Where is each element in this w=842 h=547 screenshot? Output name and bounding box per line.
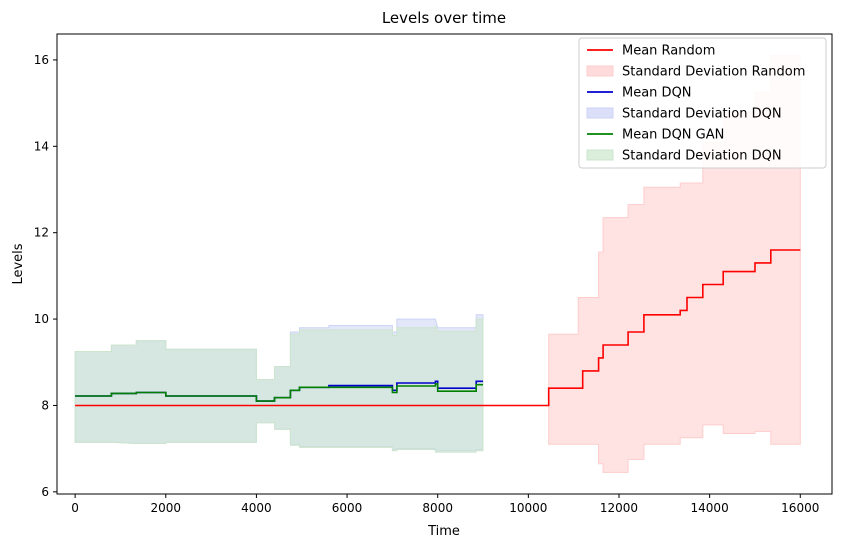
y-tick-label: 6 (41, 485, 49, 499)
x-axis-label: Time (427, 524, 460, 539)
plot-frame (56, 33, 833, 495)
legend-items: Mean Random Standard Deviation Random Mean… (586, 44, 805, 164)
legend-swatch-standard-deviation-random (586, 65, 614, 77)
legend-label-standard-deviation-dqn: Standard Deviation DQN (622, 107, 782, 122)
legend-label-mean-dqn: Mean DQN (622, 86, 692, 101)
legend-swatch-standard-deviation-dqn (586, 107, 614, 119)
line-mean-dqn-gan (75, 383, 483, 402)
y-axis-label: Levels (11, 243, 26, 284)
x-tick-label: 6000 (332, 501, 363, 515)
x-tick-label: 10000 (509, 501, 547, 515)
legend-label-standard-deviation-random: Standard Deviation Random (622, 65, 805, 80)
mean-lines (75, 249, 801, 407)
x-tick-label: 8000 (422, 501, 453, 515)
legend: Mean Random Standard Deviation Random Mean… (578, 37, 827, 169)
x-tick-label: 0 (71, 501, 79, 515)
legend-label-mean-dqn-gan: Mean DQN GAN (622, 128, 724, 143)
x-tick-label: 14000 (691, 501, 729, 515)
legend-label-standard-deviation-dqn: Standard Deviation DQN (622, 149, 782, 164)
y-tick-label: 12 (34, 226, 49, 240)
y-axis-ticks: 6 8 10 12 14 16 (34, 53, 57, 499)
std-band-mean-dqn-gan (74, 318, 484, 453)
x-tick-label: 16000 (781, 501, 819, 515)
legend-label-mean-random: Mean Random (622, 44, 715, 59)
y-tick-label: 16 (34, 53, 49, 67)
y-tick-label: 10 (34, 312, 49, 326)
x-tick-label: 12000 (600, 501, 638, 515)
y-tick-label: 8 (41, 398, 49, 412)
x-tick-label: 2000 (150, 501, 181, 515)
legend-box (578, 37, 827, 169)
legend-swatch-standard-deviation-dqn (586, 149, 614, 161)
y-tick-label: 14 (34, 139, 49, 153)
line-mean-random (75, 249, 801, 407)
x-tick-label: 4000 (241, 501, 272, 515)
x-axis-ticks: 0 2000 4000 6000 8000 10000 12000 14000 16000 (71, 494, 819, 515)
chart-title: Levels over time (382, 9, 506, 27)
